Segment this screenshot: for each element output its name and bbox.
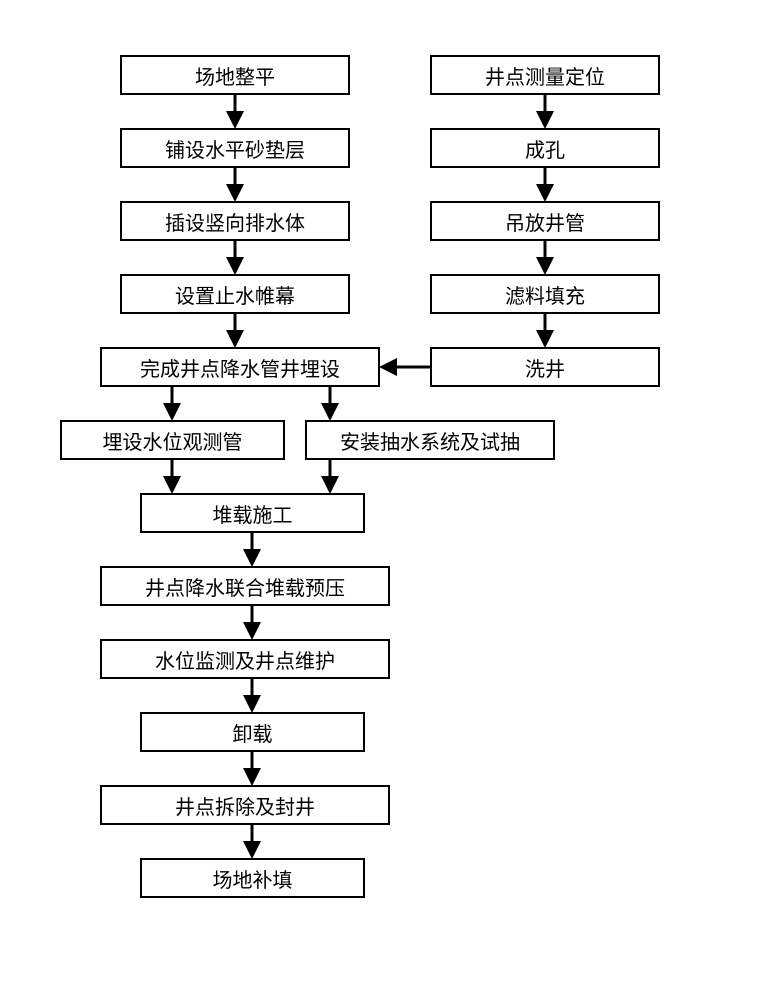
node-label: 洗井 — [525, 353, 565, 382]
node-lower-pipe: 吊放井管 — [430, 201, 660, 241]
node-well-complete: 完成井点降水管井埋设 — [100, 347, 380, 387]
flowchart-canvas: 场地整平 铺设水平砂垫层 插设竖向排水体 设置止水帷幕 井点测量定位 成孔 吊放… — [0, 0, 776, 1000]
node-label: 铺设水平砂垫层 — [165, 134, 305, 163]
node-filter-fill: 滤料填充 — [430, 274, 660, 314]
node-label: 场地补填 — [213, 864, 293, 893]
node-label: 吊放井管 — [505, 207, 585, 236]
node-well-wash: 洗井 — [430, 347, 660, 387]
node-label: 水位监测及井点维护 — [155, 645, 335, 674]
node-label: 井点拆除及封井 — [175, 791, 315, 820]
node-label: 场地整平 — [195, 61, 275, 90]
node-site-fill: 场地补填 — [140, 858, 365, 898]
node-boring: 成孔 — [430, 128, 660, 168]
node-label: 完成井点降水管井埋设 — [140, 353, 340, 382]
node-vertical-drain: 插设竖向排水体 — [120, 201, 350, 241]
node-label: 卸载 — [233, 718, 273, 747]
node-sand-cushion: 铺设水平砂垫层 — [120, 128, 350, 168]
node-label: 成孔 — [525, 134, 565, 163]
node-observe-pipe: 埋设水位观测管 — [60, 420, 285, 460]
node-surcharge: 堆载施工 — [140, 493, 365, 533]
node-label: 井点降水联合堆载预压 — [145, 572, 345, 601]
node-well-survey: 井点测量定位 — [430, 55, 660, 95]
node-monitor-maintain: 水位监测及井点维护 — [100, 639, 390, 679]
node-label: 设置止水帷幕 — [175, 280, 295, 309]
node-dewater-preload: 井点降水联合堆载预压 — [100, 566, 390, 606]
node-label: 安装抽水系统及试抽 — [340, 426, 520, 455]
node-label: 埋设水位观测管 — [103, 426, 243, 455]
node-label: 堆载施工 — [213, 499, 293, 528]
node-label: 井点测量定位 — [485, 61, 605, 90]
node-unload: 卸载 — [140, 712, 365, 752]
node-label: 插设竖向排水体 — [165, 207, 305, 236]
node-label: 滤料填充 — [505, 280, 585, 309]
node-site-leveling: 场地整平 — [120, 55, 350, 95]
node-pump-install: 安装抽水系统及试抽 — [305, 420, 555, 460]
node-well-remove: 井点拆除及封井 — [100, 785, 390, 825]
node-water-curtain: 设置止水帷幕 — [120, 274, 350, 314]
